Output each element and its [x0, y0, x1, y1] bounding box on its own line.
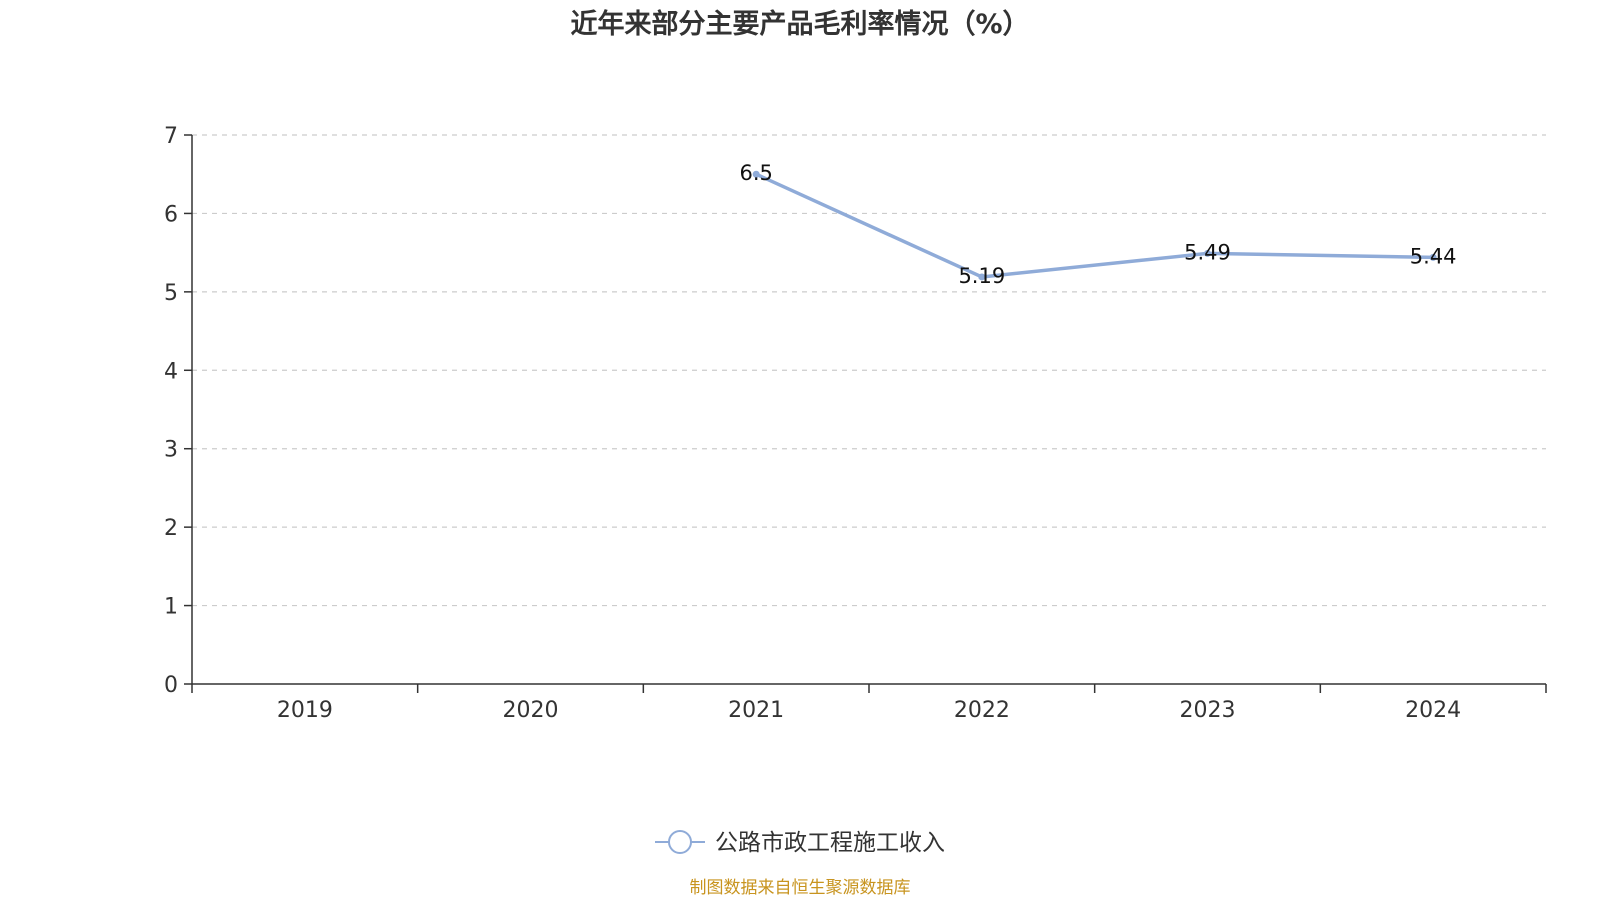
source-note: 制图数据来自恒生聚源数据库 — [690, 878, 911, 898]
series-layer — [752, 170, 1437, 281]
legend[interactable]: 公路市政工程施工收入 — [655, 830, 945, 856]
data-label: 5.44 — [1410, 244, 1457, 268]
x-tick-label: 2021 — [728, 698, 784, 723]
y-tick-label: 5 — [164, 281, 178, 306]
y-tick-label: 3 — [164, 438, 178, 463]
y-tick-label: 2 — [164, 516, 178, 541]
x-tick-label: 2022 — [954, 698, 1010, 723]
data-label: 5.49 — [1184, 240, 1231, 264]
axes: 0 1 2 3 4 5 6 7 2019 2020 2021 2022 2023 2024 — [164, 124, 1547, 723]
chart-title: 近年来部分主要产品毛利率情况（%） — [570, 8, 1029, 40]
data-label: 6.5 — [739, 161, 772, 185]
y-tick-label: 0 — [164, 673, 178, 698]
y-tick-label: 7 — [164, 124, 178, 149]
x-tick-label: 2024 — [1405, 698, 1461, 723]
data-point[interactable] — [752, 170, 760, 178]
y-tick-label: 1 — [164, 595, 178, 620]
legend-marker-icon — [668, 830, 692, 854]
gridlines — [192, 134, 1546, 607]
data-labels: 6.5 5.19 5.49 5.44 — [739, 161, 1456, 288]
series-line — [754, 172, 1435, 279]
legend-label: 公路市政工程施工收入 — [715, 830, 945, 856]
data-label: 5.19 — [958, 264, 1005, 288]
data-point[interactable] — [978, 273, 986, 281]
y-tick-label: 6 — [164, 202, 178, 227]
x-tick-label: 2023 — [1180, 698, 1236, 723]
x-tick-label: 2019 — [277, 698, 333, 723]
data-point[interactable] — [1204, 249, 1211, 257]
data-point[interactable] — [1429, 253, 1437, 261]
x-tick-label: 2020 — [503, 698, 559, 723]
y-tick-label: 4 — [164, 359, 178, 384]
